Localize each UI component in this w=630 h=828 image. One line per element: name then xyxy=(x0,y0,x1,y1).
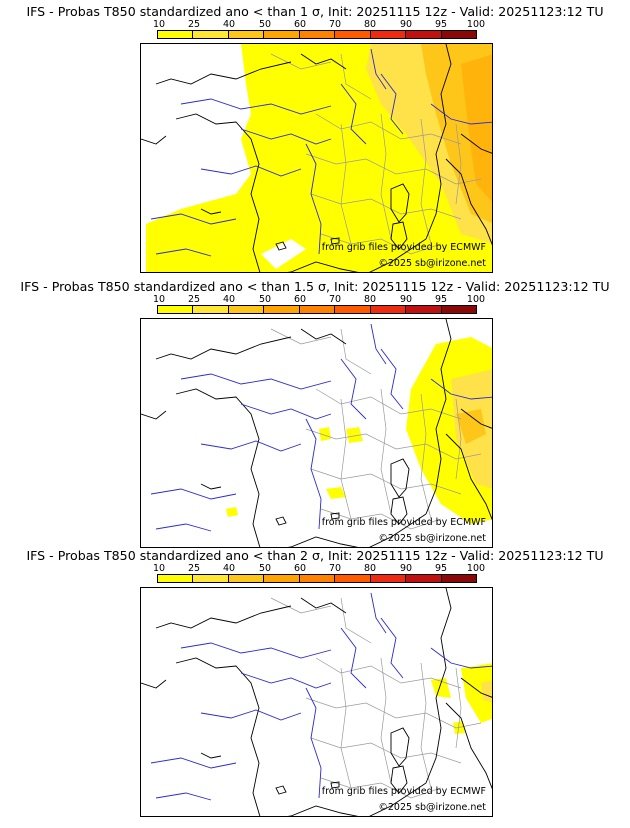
colorbar-segment xyxy=(158,31,194,38)
colorbar-tick-label: 100 xyxy=(466,19,486,30)
colorbar-segment xyxy=(158,306,194,313)
probability-shading xyxy=(226,337,492,524)
colorbar-segment xyxy=(228,306,265,313)
colorbar-segment xyxy=(228,575,265,582)
colorbar-tick-label: 100 xyxy=(466,294,486,305)
colorbar-tick-label: 90 xyxy=(399,563,413,574)
colorbar-tick-label: 50 xyxy=(258,19,272,30)
copyright-text: ©2025 sb@irizone.net xyxy=(378,258,486,269)
panel-title: IFS - Probas T850 standardized ano < tha… xyxy=(26,548,604,563)
colorbar-segment xyxy=(299,31,336,38)
colorbar-tick-label: 70 xyxy=(328,563,342,574)
colorbar-segment xyxy=(335,31,371,38)
colorbar-tick-label: 70 xyxy=(328,19,342,30)
colorbar-segment xyxy=(264,575,300,582)
colorbar-tick-label: 80 xyxy=(363,294,377,305)
probability-map: from grib files provided by ECMWF ©2025 … xyxy=(140,43,493,273)
map-canvas xyxy=(141,319,492,547)
colorbar-segment xyxy=(193,306,229,313)
colorbar-segment xyxy=(441,31,476,38)
colorbar-tick-label: 60 xyxy=(293,19,307,30)
colorbar-segment xyxy=(335,575,371,582)
colorbar-tick-label: 90 xyxy=(399,294,413,305)
map-canvas xyxy=(141,44,492,272)
colorbar-tick-label: 25 xyxy=(187,563,201,574)
colorbar-segment xyxy=(264,306,300,313)
probability-map: from grib files provided by ECMWF ©2025 … xyxy=(140,587,493,817)
colorbar xyxy=(157,30,477,39)
map-panel-2: IFS - Probas T850 standardized ano < tha… xyxy=(0,279,630,555)
map-canvas xyxy=(141,588,492,816)
panel-title: IFS - Probas T850 standardized ano < tha… xyxy=(26,4,604,19)
colorbar-tick-label: 10 xyxy=(152,294,166,305)
colorbar-segment xyxy=(441,575,476,582)
colorbar-tick-label: 90 xyxy=(399,19,413,30)
colorbar-segment xyxy=(299,306,336,313)
colorbar-tick-label: 50 xyxy=(258,294,272,305)
colorbar-segment xyxy=(406,306,442,313)
colorbar-tick-label: 25 xyxy=(187,294,201,305)
colorbar-tick-label: 40 xyxy=(222,19,236,30)
colorbar-segment xyxy=(228,31,265,38)
probability-map: from grib files provided by ECMWF ©2025 … xyxy=(140,318,493,548)
colorbar-tick-label: 95 xyxy=(434,19,448,30)
colorbar-tick-label: 95 xyxy=(434,294,448,305)
colorbar-segment xyxy=(335,306,371,313)
colorbar-segment xyxy=(370,575,407,582)
colorbar xyxy=(157,305,477,314)
colorbar-tick-label: 25 xyxy=(187,19,201,30)
copyright-text: ©2025 sb@irizone.net xyxy=(378,533,486,544)
source-credit: from grib files provided by ECMWF xyxy=(321,786,486,797)
colorbar-tick-label: 80 xyxy=(363,19,377,30)
colorbar-segment xyxy=(158,575,194,582)
source-credit: from grib files provided by ECMWF xyxy=(321,242,486,253)
colorbar-tick-label: 60 xyxy=(293,294,307,305)
colorbar-segment xyxy=(370,31,407,38)
colorbar-tick-label: 40 xyxy=(222,294,236,305)
colorbar-tick-label: 10 xyxy=(152,19,166,30)
colorbar-segment xyxy=(193,31,229,38)
colorbar-tick-label: 70 xyxy=(328,294,342,305)
colorbar-segment xyxy=(406,31,442,38)
colorbar-segment xyxy=(370,306,407,313)
colorbar-tick-label: 10 xyxy=(152,563,166,574)
map-panel-1: IFS - Probas T850 standardized ano < tha… xyxy=(0,4,630,280)
colorbar-tick-label: 100 xyxy=(466,563,486,574)
source-credit: from grib files provided by ECMWF xyxy=(321,517,486,528)
colorbar-tick-label: 50 xyxy=(258,563,272,574)
colorbar-tick-label: 60 xyxy=(293,563,307,574)
colorbar xyxy=(157,574,477,583)
colorbar-segment xyxy=(264,31,300,38)
colorbar-segment xyxy=(441,306,476,313)
colorbar-tick-label: 80 xyxy=(363,563,377,574)
map-panel-3: IFS - Probas T850 standardized ano < tha… xyxy=(0,548,630,824)
colorbar-segment xyxy=(406,575,442,582)
colorbar-tick-label: 95 xyxy=(434,563,448,574)
colorbar-tick-label: 40 xyxy=(222,563,236,574)
colorbar-segment xyxy=(299,575,336,582)
panel-title: IFS - Probas T850 standardized ano < tha… xyxy=(20,279,610,294)
colorbar-segment xyxy=(193,575,229,582)
copyright-text: ©2025 sb@irizone.net xyxy=(378,802,486,813)
